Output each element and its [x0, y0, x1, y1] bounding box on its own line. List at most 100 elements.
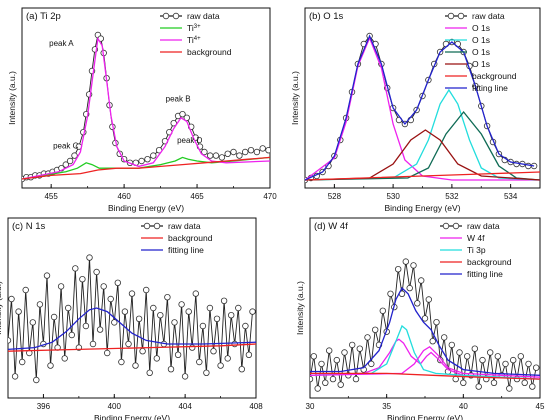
data-point — [310, 375, 314, 383]
data-point — [167, 366, 175, 373]
peak-annotation: peak D — [177, 136, 203, 145]
legend-marker — [452, 222, 460, 230]
x-tick-label: 460 — [117, 192, 131, 201]
data-point — [185, 308, 192, 315]
x-axis-label: Binding Energy (eV) — [387, 413, 463, 420]
series-line-3 — [310, 324, 540, 380]
data-point — [245, 351, 253, 358]
legend-label: raw data — [472, 11, 505, 21]
panel-3: 396 400 404 408 Binding Energy (eV) Intensity… — [0, 217, 263, 420]
data-point — [406, 284, 413, 292]
data-point — [210, 348, 217, 355]
data-point — [525, 360, 532, 368]
data-point — [479, 356, 486, 364]
data-point — [19, 358, 26, 366]
legend-label: O 1s — [472, 35, 490, 45]
panel-label: (b) O 1s — [309, 11, 344, 22]
legend-label-superscript: 4+ — [194, 36, 201, 42]
series-line-7 — [305, 34, 535, 181]
legend-label: fitting line — [472, 83, 508, 93]
data-point — [513, 375, 521, 383]
y-axis-label: Intensity (a.u.) — [295, 281, 305, 335]
data-point — [96, 326, 104, 333]
data-point — [414, 300, 421, 307]
x-tick-label: 404 — [178, 402, 192, 411]
panel-1: 455 460 465 470 Binding Energy (eV) Intensity… — [7, 7, 277, 213]
data-point — [238, 366, 245, 373]
data-point — [402, 258, 409, 265]
data-point — [135, 315, 143, 322]
data-point — [79, 276, 86, 283]
data-point — [429, 338, 436, 345]
x-axis-label: Binding Energy (eV) — [94, 413, 170, 420]
series-line-4 — [22, 156, 270, 180]
peak-annotation: peak B — [166, 95, 191, 104]
legend-marker — [153, 222, 161, 230]
data-point — [64, 304, 72, 312]
x-tick-label: 534 — [504, 192, 518, 201]
data-point — [418, 277, 425, 284]
data-point — [153, 355, 160, 362]
data-point — [326, 347, 333, 354]
data-point — [188, 344, 196, 351]
data-point — [138, 157, 145, 165]
data-point — [329, 375, 337, 383]
data-point — [11, 373, 19, 380]
x-tick-label: 408 — [249, 402, 263, 411]
data-point — [128, 290, 136, 297]
legend-label: background — [467, 257, 512, 267]
data-point — [213, 315, 221, 322]
data-point — [179, 110, 186, 118]
legend-marker — [143, 222, 151, 230]
legend-label: O 1s — [472, 23, 490, 33]
x-tick-label: 45 — [536, 402, 545, 411]
legend: raw data Ti3+ Ti4+ background — [160, 11, 232, 57]
series-line-5 — [310, 372, 540, 380]
data-point — [487, 349, 494, 356]
legend-label-superscript: 3+ — [194, 24, 201, 30]
data-point — [372, 326, 379, 333]
data-point — [322, 379, 329, 386]
data-point — [421, 315, 429, 322]
data-point — [510, 356, 517, 364]
x-tick-label: 35 — [382, 402, 391, 411]
plot-area — [305, 32, 540, 184]
x-tick-label: 465 — [190, 192, 204, 201]
data-point — [93, 268, 100, 276]
legend: raw data background fitting line — [141, 221, 213, 255]
data-point — [433, 319, 440, 326]
x-axis-label: Binding Energy (eV) — [108, 203, 184, 213]
series-line-3 — [8, 307, 256, 351]
data-point — [230, 148, 237, 156]
series-line-5 — [305, 129, 540, 181]
series-line-4 — [305, 110, 540, 181]
data-point — [181, 373, 189, 380]
data-point — [107, 295, 114, 303]
y-axis-label: Intensity (a.u.) — [7, 71, 17, 125]
data-point — [196, 358, 203, 366]
data-point — [506, 385, 513, 392]
data-point — [203, 369, 210, 376]
data-point — [425, 296, 432, 303]
series-line-4 — [310, 345, 540, 378]
plot-area — [22, 31, 270, 183]
legend-label: Ti3+ — [187, 23, 201, 33]
data-point — [379, 307, 386, 314]
data-point — [217, 362, 224, 369]
series-line-2 — [8, 343, 256, 352]
legend-marker — [457, 12, 465, 20]
data-point — [368, 360, 375, 368]
series-line-2 — [305, 36, 540, 181]
data-point — [364, 334, 371, 341]
data-point — [36, 301, 44, 308]
data-point — [352, 375, 360, 383]
data-point — [494, 353, 501, 360]
legend-label: raw data — [168, 221, 201, 231]
x-tick-label: 455 — [44, 192, 58, 201]
data-point — [533, 364, 540, 371]
data-point — [249, 308, 256, 315]
data-point — [62, 161, 70, 168]
data-point — [206, 304, 214, 312]
data-point — [236, 152, 243, 159]
data-point — [490, 379, 498, 386]
